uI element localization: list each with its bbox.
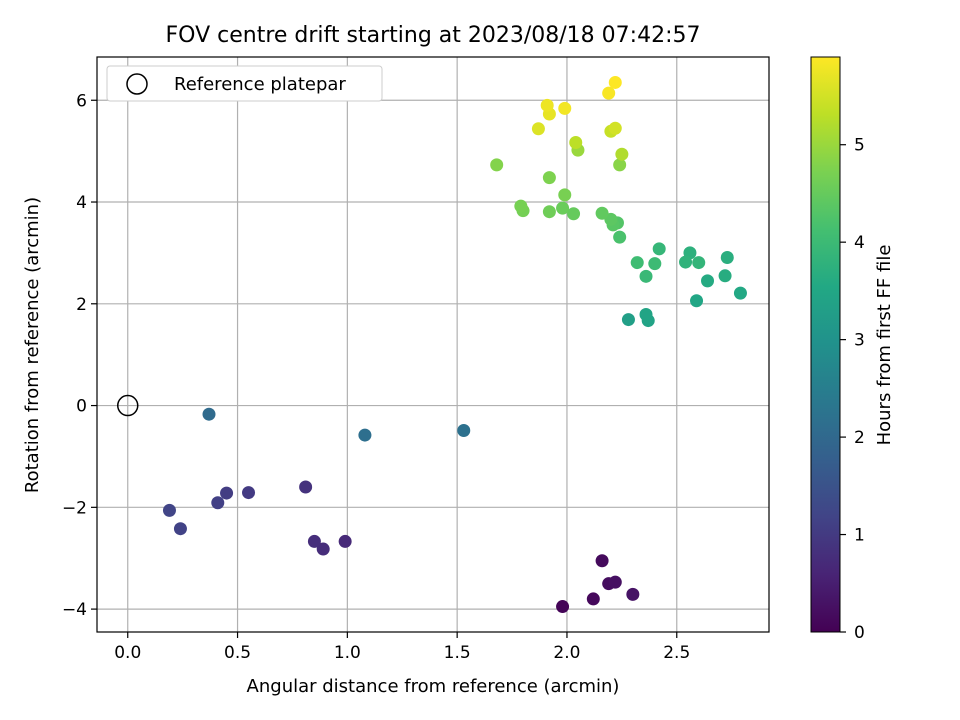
y-axis-label: Rotation from reference (arcmin) — [22, 197, 43, 493]
data-point — [556, 201, 570, 215]
data-point — [316, 542, 330, 556]
data-point — [652, 242, 666, 256]
data-point — [556, 600, 570, 614]
y-tick-label: 0 — [76, 397, 87, 417]
data-point — [514, 199, 528, 213]
y-tick-label: 2 — [76, 295, 87, 315]
data-point — [608, 575, 622, 589]
data-point — [733, 286, 747, 300]
colorbar-tick-label: 2 — [854, 428, 865, 448]
data-point — [242, 486, 256, 500]
data-point — [162, 503, 176, 517]
data-point — [602, 86, 616, 100]
y-axis-ticks: −4 −2 0 2 4 6 — [62, 91, 97, 620]
data-point — [595, 206, 609, 220]
data-point — [692, 256, 706, 270]
data-point — [211, 496, 225, 510]
data-point — [490, 158, 504, 172]
data-point — [718, 269, 732, 283]
data-points — [116, 75, 747, 614]
data-point — [679, 255, 693, 269]
x-tick-label: 1.0 — [334, 643, 361, 663]
y-tick-label: −4 — [62, 600, 87, 620]
data-point — [540, 98, 554, 112]
data-point — [639, 307, 653, 321]
data-point — [586, 592, 600, 606]
data-point — [569, 135, 583, 149]
y-tick-label: −2 — [62, 498, 87, 518]
x-axis-ticks: 0.0 0.5 1.0 1.5 2.0 2.5 — [114, 632, 690, 663]
data-point — [608, 121, 622, 135]
data-point — [630, 256, 644, 270]
data-point — [720, 250, 734, 264]
data-point — [558, 101, 572, 115]
data-point — [613, 158, 627, 172]
legend-reference-marker — [126, 73, 148, 95]
data-point — [173, 522, 187, 536]
data-point — [701, 274, 715, 288]
data-point — [626, 587, 640, 601]
colorbar-tick-label: 3 — [854, 331, 865, 351]
y-tick-label: 6 — [76, 91, 87, 111]
data-point — [202, 407, 216, 421]
reference-platepar-marker — [116, 394, 139, 417]
data-point — [220, 486, 234, 500]
colorbar-label: Hours from first FF file — [874, 245, 895, 446]
colorbar-gradient — [810, 56, 841, 633]
x-axis-label: Angular distance from reference (arcmin) — [247, 676, 620, 697]
data-point — [542, 205, 556, 219]
data-point — [358, 428, 372, 442]
plot-area-frame — [96, 56, 770, 633]
y-tick-label: 4 — [76, 193, 87, 213]
data-point — [595, 554, 609, 568]
data-point — [613, 230, 627, 244]
data-point — [299, 480, 313, 494]
data-point — [648, 257, 662, 271]
data-point — [639, 269, 653, 283]
legend-box — [106, 65, 383, 102]
colorbar: 0 1 2 3 4 5 Hours from first FF file — [810, 56, 895, 643]
data-point — [531, 122, 545, 136]
data-point — [307, 534, 321, 548]
x-tick-label: 0.5 — [224, 643, 251, 663]
data-point — [338, 534, 352, 548]
colorbar-ticks: 0 1 2 3 4 5 — [840, 136, 865, 643]
colorbar-tick-label: 1 — [854, 526, 865, 546]
data-point — [608, 75, 622, 89]
x-tick-label: 0.0 — [114, 643, 141, 663]
data-point — [542, 171, 556, 185]
data-point — [615, 147, 629, 161]
x-tick-label: 1.5 — [444, 643, 471, 663]
data-point — [558, 188, 572, 202]
data-point — [621, 313, 635, 327]
x-tick-label: 2.5 — [663, 643, 690, 663]
data-point — [690, 294, 704, 308]
x-tick-label: 2.0 — [553, 643, 580, 663]
chart-title: FOV centre drift starting at 2023/08/18 … — [166, 23, 701, 48]
colorbar-tick-label: 4 — [854, 233, 865, 253]
grid-lines — [97, 57, 769, 632]
colorbar-tick-label: 0 — [854, 623, 865, 643]
data-point — [567, 207, 581, 221]
data-point — [457, 423, 471, 437]
colorbar-tick-label: 5 — [854, 136, 865, 156]
legend: Reference platepar — [106, 65, 383, 102]
legend-entry-reference: Reference platepar — [174, 74, 346, 95]
